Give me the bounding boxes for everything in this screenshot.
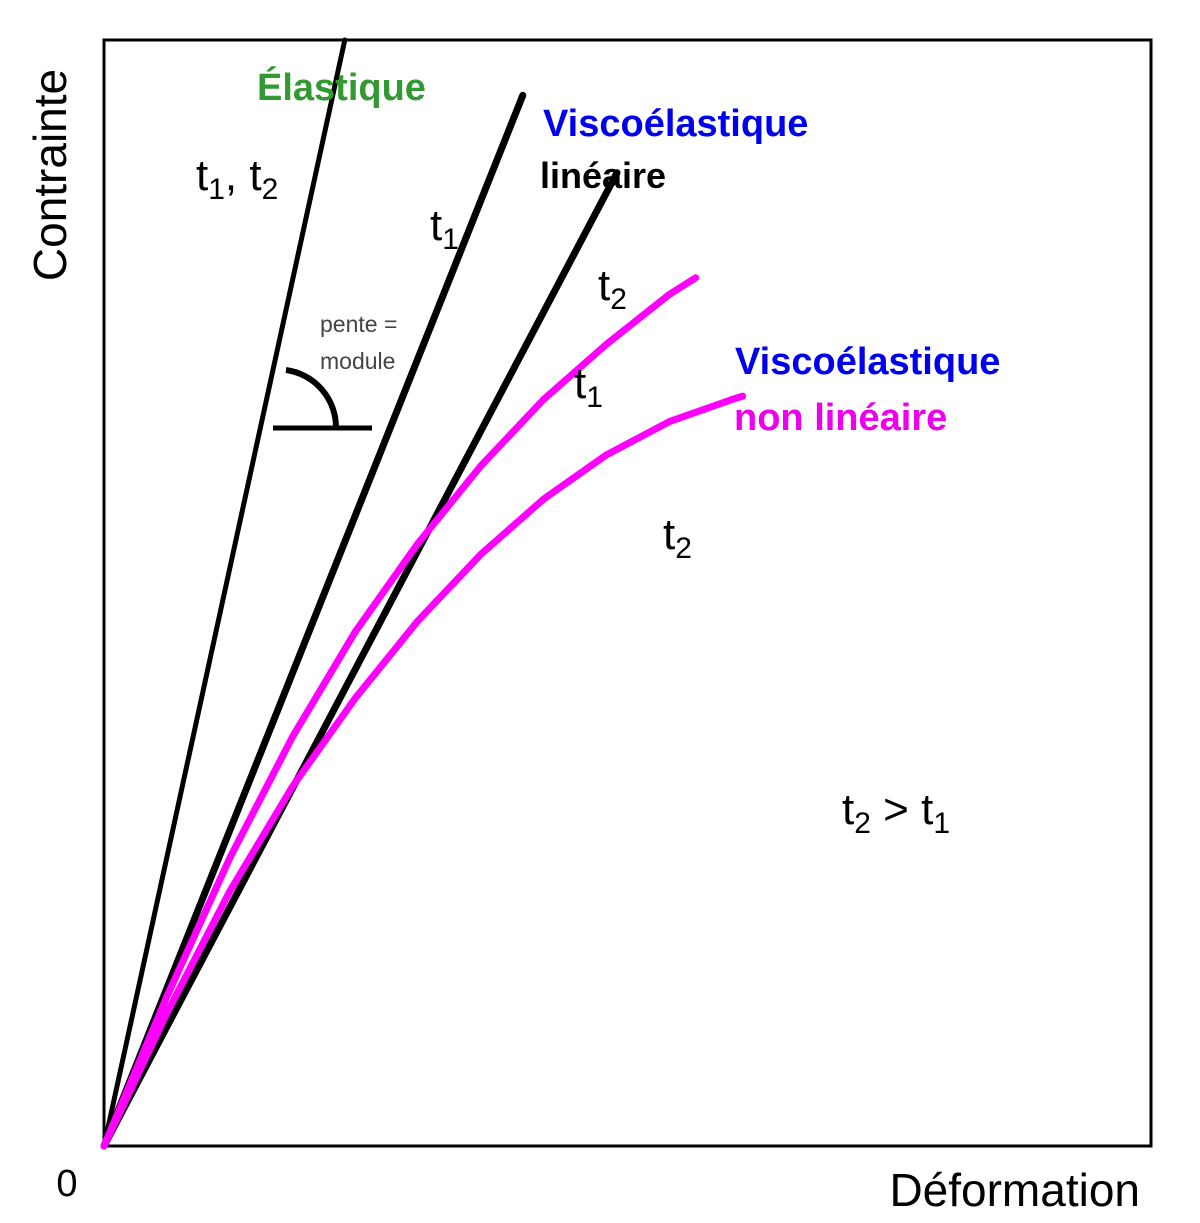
- series-line-linear-t2: [100, 169, 621, 1150]
- elastic-times-label: t1, t2: [196, 151, 278, 206]
- plot-frame: [102, 38, 1153, 1148]
- linear-subtitle: linéaire: [540, 155, 666, 196]
- x-axis-label: Déformation: [889, 1164, 1140, 1216]
- nonlinear-t2-label: t2: [663, 510, 692, 565]
- elastic-title: Élastique: [257, 65, 426, 109]
- nonlinear-t1-label: t1: [574, 359, 603, 414]
- nonlinear-title: Viscoélastique: [735, 341, 1000, 383]
- slope-label-line2: module: [320, 348, 395, 374]
- series-line-linear-t1: [100, 91, 527, 1150]
- time-relation-label: t2 > t1: [842, 785, 950, 840]
- series-line-nonlinear-t1: [100, 274, 700, 1150]
- origin-label: 0: [56, 1163, 77, 1205]
- series-line-elastic: [101, 37, 348, 1149]
- series-line-nonlinear-t2: [100, 392, 747, 1150]
- slope-label-line1: pente =: [320, 311, 397, 337]
- nonlinear-subtitle: non linéaire: [734, 397, 947, 439]
- linear-t2-label: t2: [598, 261, 627, 316]
- linear-title: Viscoélastique: [543, 103, 808, 145]
- y-axis-label: Contrainte: [24, 69, 76, 281]
- linear-t1-label: t1: [430, 201, 459, 256]
- slope-angle-arc: [285, 367, 340, 429]
